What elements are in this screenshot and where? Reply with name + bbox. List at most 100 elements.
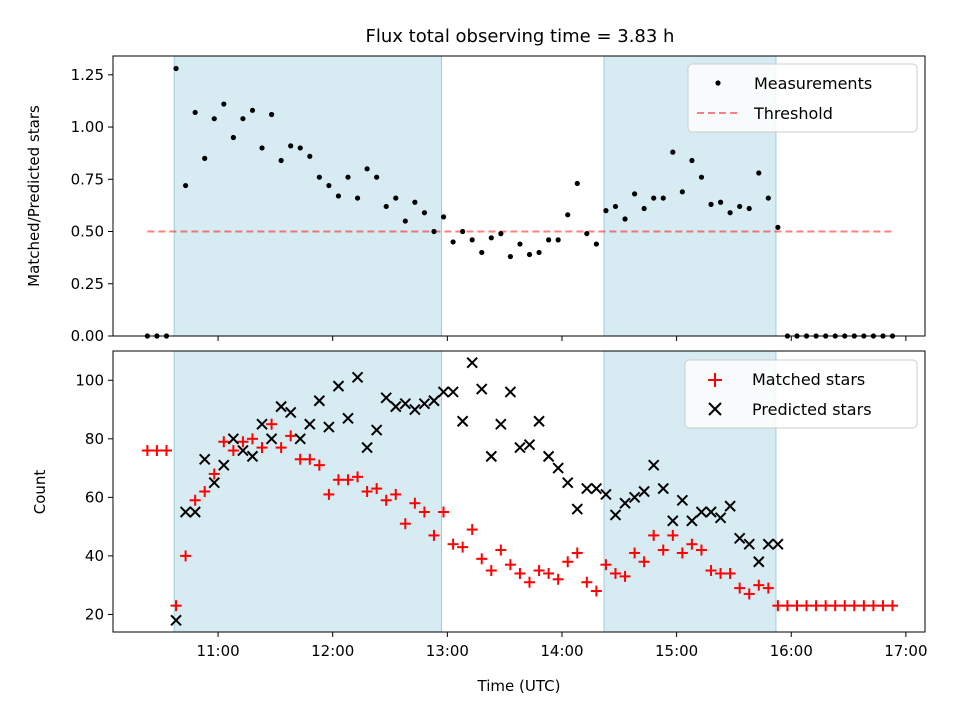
measurement-point [536, 249, 542, 256]
matched-star-point [543, 567, 555, 579]
predicted-star-point [676, 494, 689, 506]
predicted-star-point [332, 380, 345, 392]
matched-star-point [829, 600, 841, 612]
predicted-star-point [409, 403, 421, 416]
measurement-point [670, 149, 676, 155]
matched-star-point [285, 430, 297, 442]
measurement-point [230, 134, 236, 141]
matched-star-point [667, 529, 679, 541]
measurement-point [622, 216, 628, 222]
bottom-shaded-interval [173, 350, 443, 633]
matched-star-point [648, 529, 660, 541]
measurement-point [393, 195, 399, 201]
predicted-star-point [657, 482, 669, 495]
measurement-point [775, 224, 781, 230]
matched-star-point [504, 559, 516, 571]
measurement-point [364, 166, 370, 172]
predicted-star-point [237, 444, 249, 457]
measurement-point [259, 145, 265, 151]
measurement-point [249, 107, 256, 113]
matched-star-point [781, 600, 793, 612]
measurement-point [345, 174, 351, 180]
predicted-star-point [724, 500, 736, 512]
matched-star-point [332, 474, 344, 486]
measurement-point [517, 241, 523, 247]
matched-star-point [199, 486, 211, 497]
matched-star-point [266, 418, 278, 430]
measurement-point [631, 191, 638, 197]
measurement-point [698, 174, 705, 180]
predicted-star-point [275, 400, 287, 413]
measurement-point [756, 170, 762, 176]
matched-star-point [839, 600, 851, 612]
measurement-point [565, 212, 571, 218]
matched-star-point [141, 445, 153, 457]
x-axis-label: Time (UTC) [477, 677, 561, 695]
matched-star-point [848, 600, 860, 612]
x-tick-label: 16:00 [770, 642, 813, 660]
matched-star-point [619, 570, 631, 582]
predicted-star-point [476, 383, 488, 395]
legend-measurements-marker [715, 80, 721, 86]
predicted-star-point [772, 538, 784, 550]
predicted-star-point [743, 538, 755, 550]
predicted-star-point [695, 506, 708, 518]
matched-star-point [447, 538, 459, 550]
measurement-point [173, 65, 179, 72]
predicted-star-point [667, 515, 679, 527]
bottom-y-tick-label: 100 [75, 371, 104, 389]
matched-star-point [342, 474, 354, 486]
measurement-point [717, 199, 724, 205]
matched-star-point [609, 567, 621, 579]
legend-matched-marker [708, 373, 722, 387]
predicted-star-point [227, 433, 240, 445]
measurement-point [402, 218, 408, 224]
matched-star-point [581, 576, 593, 588]
top-y-axis-label: Matched/Predicted stars [25, 105, 43, 287]
measurement-point [737, 203, 743, 210]
predicted-star-point [600, 488, 612, 501]
matched-star-point [180, 550, 192, 562]
measurement-point [479, 249, 485, 256]
matched-star-point [676, 547, 688, 559]
matched-star-point [246, 433, 258, 445]
predicted-star-point [246, 450, 259, 463]
measurement-point [746, 205, 752, 212]
matched-star-point [762, 582, 774, 594]
matched-star-point [820, 600, 832, 612]
measurement-point [268, 111, 275, 118]
top-y-tick-label: 0.25 [71, 275, 104, 293]
predicted-stars-points [170, 357, 784, 626]
measurement-point [450, 239, 456, 245]
predicted-star-point [447, 386, 459, 398]
measurement-point [555, 237, 561, 243]
predicted-star-point [571, 503, 583, 515]
matched-star-point [657, 544, 669, 556]
measurement-point [335, 193, 342, 199]
predicted-star-point [552, 462, 564, 474]
matched-star-point [686, 538, 698, 550]
measurement-point [651, 195, 657, 201]
matched-star-point [438, 506, 450, 518]
top-y-tick-label: 0.50 [71, 223, 104, 241]
predicted-star-point [714, 512, 727, 524]
predicted-star-point [485, 450, 498, 463]
matched-star-point [361, 486, 373, 497]
matched-star-point [514, 567, 526, 579]
matched-star-point [409, 497, 421, 509]
predicted-star-point [504, 386, 517, 398]
predicted-star-point [256, 418, 268, 430]
measurement-point [211, 116, 217, 122]
measurement-point [192, 109, 198, 116]
bottom-y-tick-label: 20 [85, 605, 104, 623]
matched-star-point [227, 445, 239, 457]
matched-star-point [638, 556, 650, 568]
legend-measurements-label: Measurements [754, 74, 872, 93]
matched-star-point [390, 488, 402, 500]
predicted-star-point [218, 459, 230, 471]
predicted-star-point [514, 441, 526, 454]
matched-star-point [524, 576, 536, 588]
predicted-star-point [762, 538, 775, 550]
measurement-point [221, 101, 227, 107]
